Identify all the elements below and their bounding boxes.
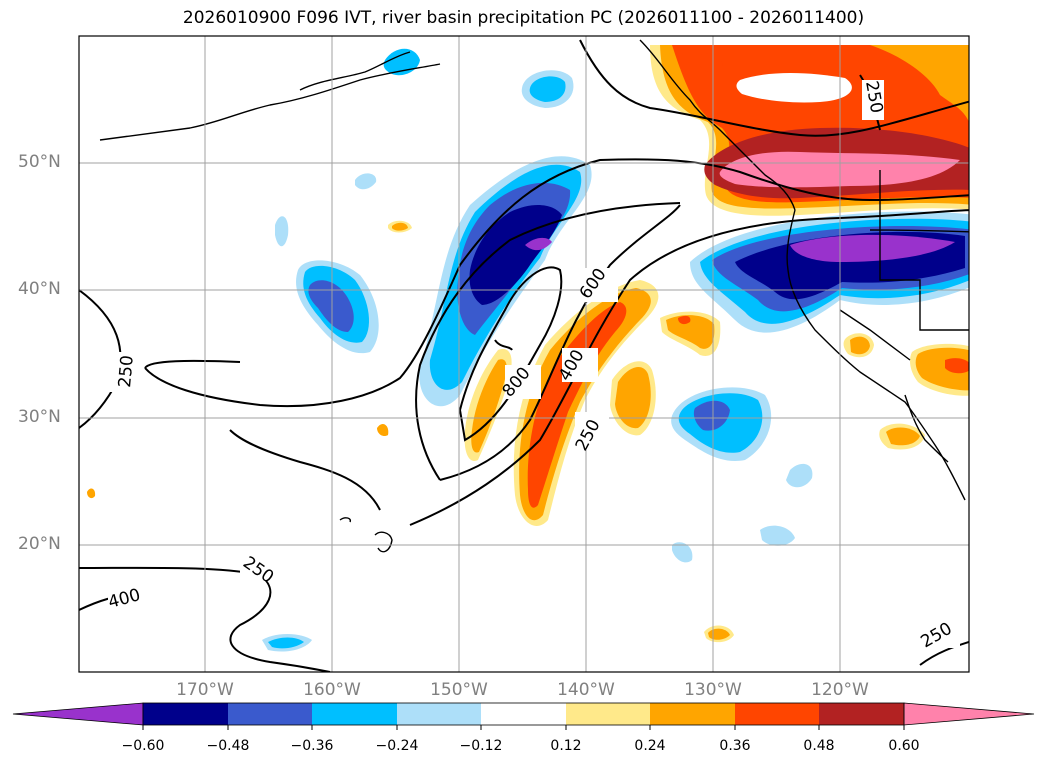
neg-patch-6: [760, 525, 795, 546]
colorbar-segment: [735, 703, 819, 725]
colorbar-segment: [228, 703, 312, 725]
colorbar-tick-label: 0.48: [803, 738, 835, 754]
neg-patch-7: [786, 463, 813, 488]
lon-label-160w: 160°W: [303, 680, 361, 700]
plot-frame: [78, 35, 970, 673]
neg-patch-9: [355, 173, 377, 190]
lat-label-50n: 50°N: [18, 152, 61, 172]
lon-label-170w: 170°W: [176, 680, 234, 700]
colorbar: [12, 702, 1035, 730]
colorbar-segment: [481, 703, 566, 725]
colorbar-tick-label: −0.24: [375, 738, 419, 754]
colorbar-extend-high: [903, 702, 1035, 726]
colorbar-tick-label: 0.24: [634, 738, 666, 754]
colorbar-tick-label: −0.36: [290, 738, 334, 754]
colorbar-tick-label: −0.60: [121, 738, 165, 754]
contour-labels: 250 250 400 250 800 600 400 250 250: [106, 79, 960, 652]
colorbar-segment: [650, 703, 735, 725]
colorbar-tick-label: −0.48: [206, 738, 250, 754]
lat-label-20n: 20°N: [18, 534, 61, 554]
graticule: [79, 36, 969, 672]
lat-label-30n: 30°N: [18, 407, 61, 427]
lon-label-140w: 140°W: [557, 680, 615, 700]
map-title: 2026010900 F096 IVT, river basin precipi…: [182, 8, 865, 28]
lon-label-120w: 120°W: [811, 680, 869, 700]
precipitation-pc-fill: [87, 45, 969, 652]
ivt-contours: [79, 39, 969, 672]
colorbar-segment: [312, 703, 397, 725]
lon-label-150w: 150°W: [430, 680, 488, 700]
colorbar-segment: [397, 703, 481, 725]
neg-patch-10: [672, 542, 693, 563]
contour-label: 250: [115, 354, 138, 388]
colorbar-tick-label: 0.36: [719, 738, 751, 754]
pos-patch-i: [377, 424, 389, 437]
lon-label-130w: 130°W: [684, 680, 742, 700]
lat-label-40n: 40°N: [18, 279, 61, 299]
colorbar-tick-label: −0.12: [459, 738, 503, 754]
colorbar-tick-label: 0.12: [550, 738, 582, 754]
colorbar-extend-low: [12, 702, 144, 726]
pos-patch-j: [87, 488, 96, 499]
colorbar-segment: [143, 703, 228, 725]
colorbar-segment: [819, 703, 904, 725]
colorbar-tick-label: 0.60: [888, 738, 920, 754]
colorbar-segment: [566, 703, 650, 725]
neg-patch-8: [275, 216, 289, 247]
